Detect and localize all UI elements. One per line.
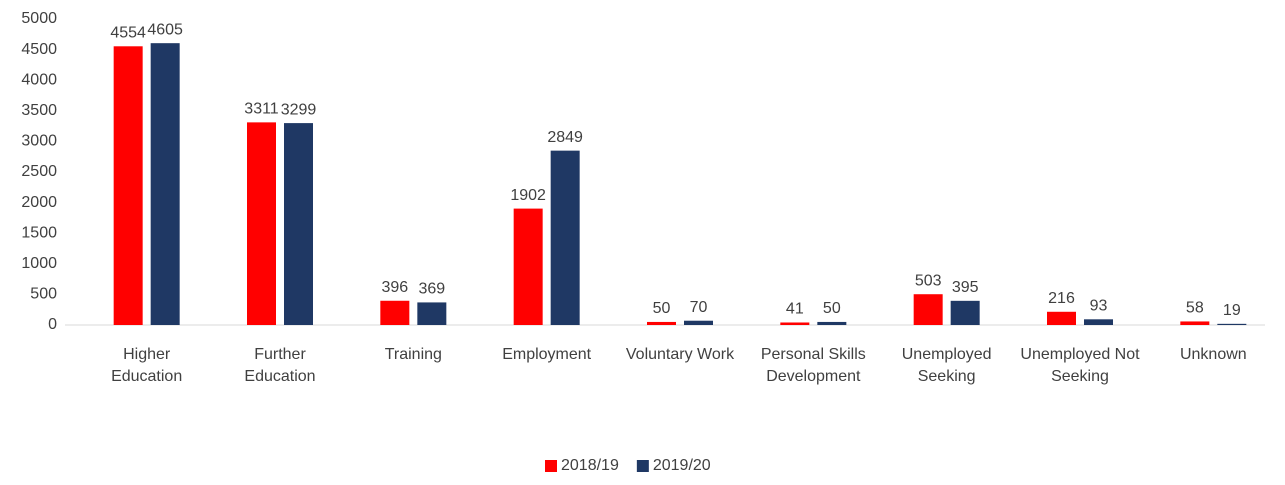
bar bbox=[113, 46, 143, 326]
bar bbox=[950, 300, 980, 325]
data-label: 41 bbox=[786, 301, 804, 318]
bar bbox=[1084, 319, 1113, 325]
data-label: 395 bbox=[952, 279, 979, 296]
legend-label: 2019/20 bbox=[653, 457, 711, 474]
data-label: 369 bbox=[418, 281, 445, 298]
bar bbox=[380, 300, 410, 325]
bar bbox=[647, 321, 676, 325]
legend-swatch bbox=[545, 460, 557, 472]
bar bbox=[150, 43, 180, 325]
bar bbox=[913, 294, 943, 325]
data-label: 3299 bbox=[281, 101, 317, 118]
y-tick-label: 3500 bbox=[21, 102, 57, 119]
data-label: 1902 bbox=[510, 187, 546, 204]
x-tick-label: Unknown bbox=[1179, 346, 1247, 363]
bar bbox=[1180, 321, 1210, 325]
x-tick-label: Training bbox=[384, 346, 442, 363]
data-label: 396 bbox=[381, 279, 408, 296]
y-tick-label: 3000 bbox=[21, 133, 57, 150]
x-tick-label: Further Education bbox=[244, 346, 316, 385]
bar bbox=[817, 321, 847, 325]
x-tick-label: Unemployed Seeking bbox=[901, 346, 992, 385]
y-tick-label: 1000 bbox=[21, 255, 57, 272]
x-tick-label: Higher Education bbox=[111, 346, 183, 385]
x-tick-label: Unemployed Not Seeking bbox=[1020, 346, 1140, 385]
data-label: 19 bbox=[1223, 302, 1241, 319]
y-tick-label: 0 bbox=[48, 316, 57, 333]
y-tick-label: 4000 bbox=[21, 71, 57, 88]
y-tick-label: 1500 bbox=[21, 224, 57, 241]
data-label: 3311 bbox=[244, 101, 279, 118]
data-label: 216 bbox=[1048, 290, 1075, 307]
x-tick-label: Employment bbox=[502, 346, 592, 363]
bar bbox=[550, 150, 580, 325]
data-label: 4554 bbox=[110, 25, 146, 42]
legend-swatch bbox=[636, 460, 649, 472]
y-tick-label: 2500 bbox=[21, 163, 57, 180]
data-label: 70 bbox=[690, 299, 708, 316]
data-label: 50 bbox=[823, 300, 841, 317]
bar bbox=[513, 208, 543, 325]
bar bbox=[1217, 323, 1247, 325]
data-label: 503 bbox=[915, 272, 942, 289]
data-label: 50 bbox=[653, 300, 671, 317]
bar bbox=[780, 322, 810, 325]
data-label: 4605 bbox=[147, 21, 183, 38]
legend-label: 2018/19 bbox=[561, 457, 619, 474]
bar bbox=[1047, 311, 1076, 325]
y-tick-label: 4500 bbox=[21, 41, 57, 58]
x-tick-label: Voluntary Work bbox=[625, 346, 735, 363]
bar bbox=[684, 320, 713, 325]
y-tick-label: 500 bbox=[30, 286, 57, 303]
data-label: 2849 bbox=[547, 129, 583, 146]
y-tick-label: 2000 bbox=[21, 194, 57, 211]
bar bbox=[417, 302, 447, 325]
y-tick-label: 5000 bbox=[21, 10, 57, 27]
x-tick-label: Personal Skills Development bbox=[760, 346, 866, 385]
bar bbox=[284, 123, 313, 325]
bar bbox=[247, 122, 276, 326]
data-label: 93 bbox=[1090, 298, 1108, 315]
data-label: 58 bbox=[1186, 300, 1204, 317]
